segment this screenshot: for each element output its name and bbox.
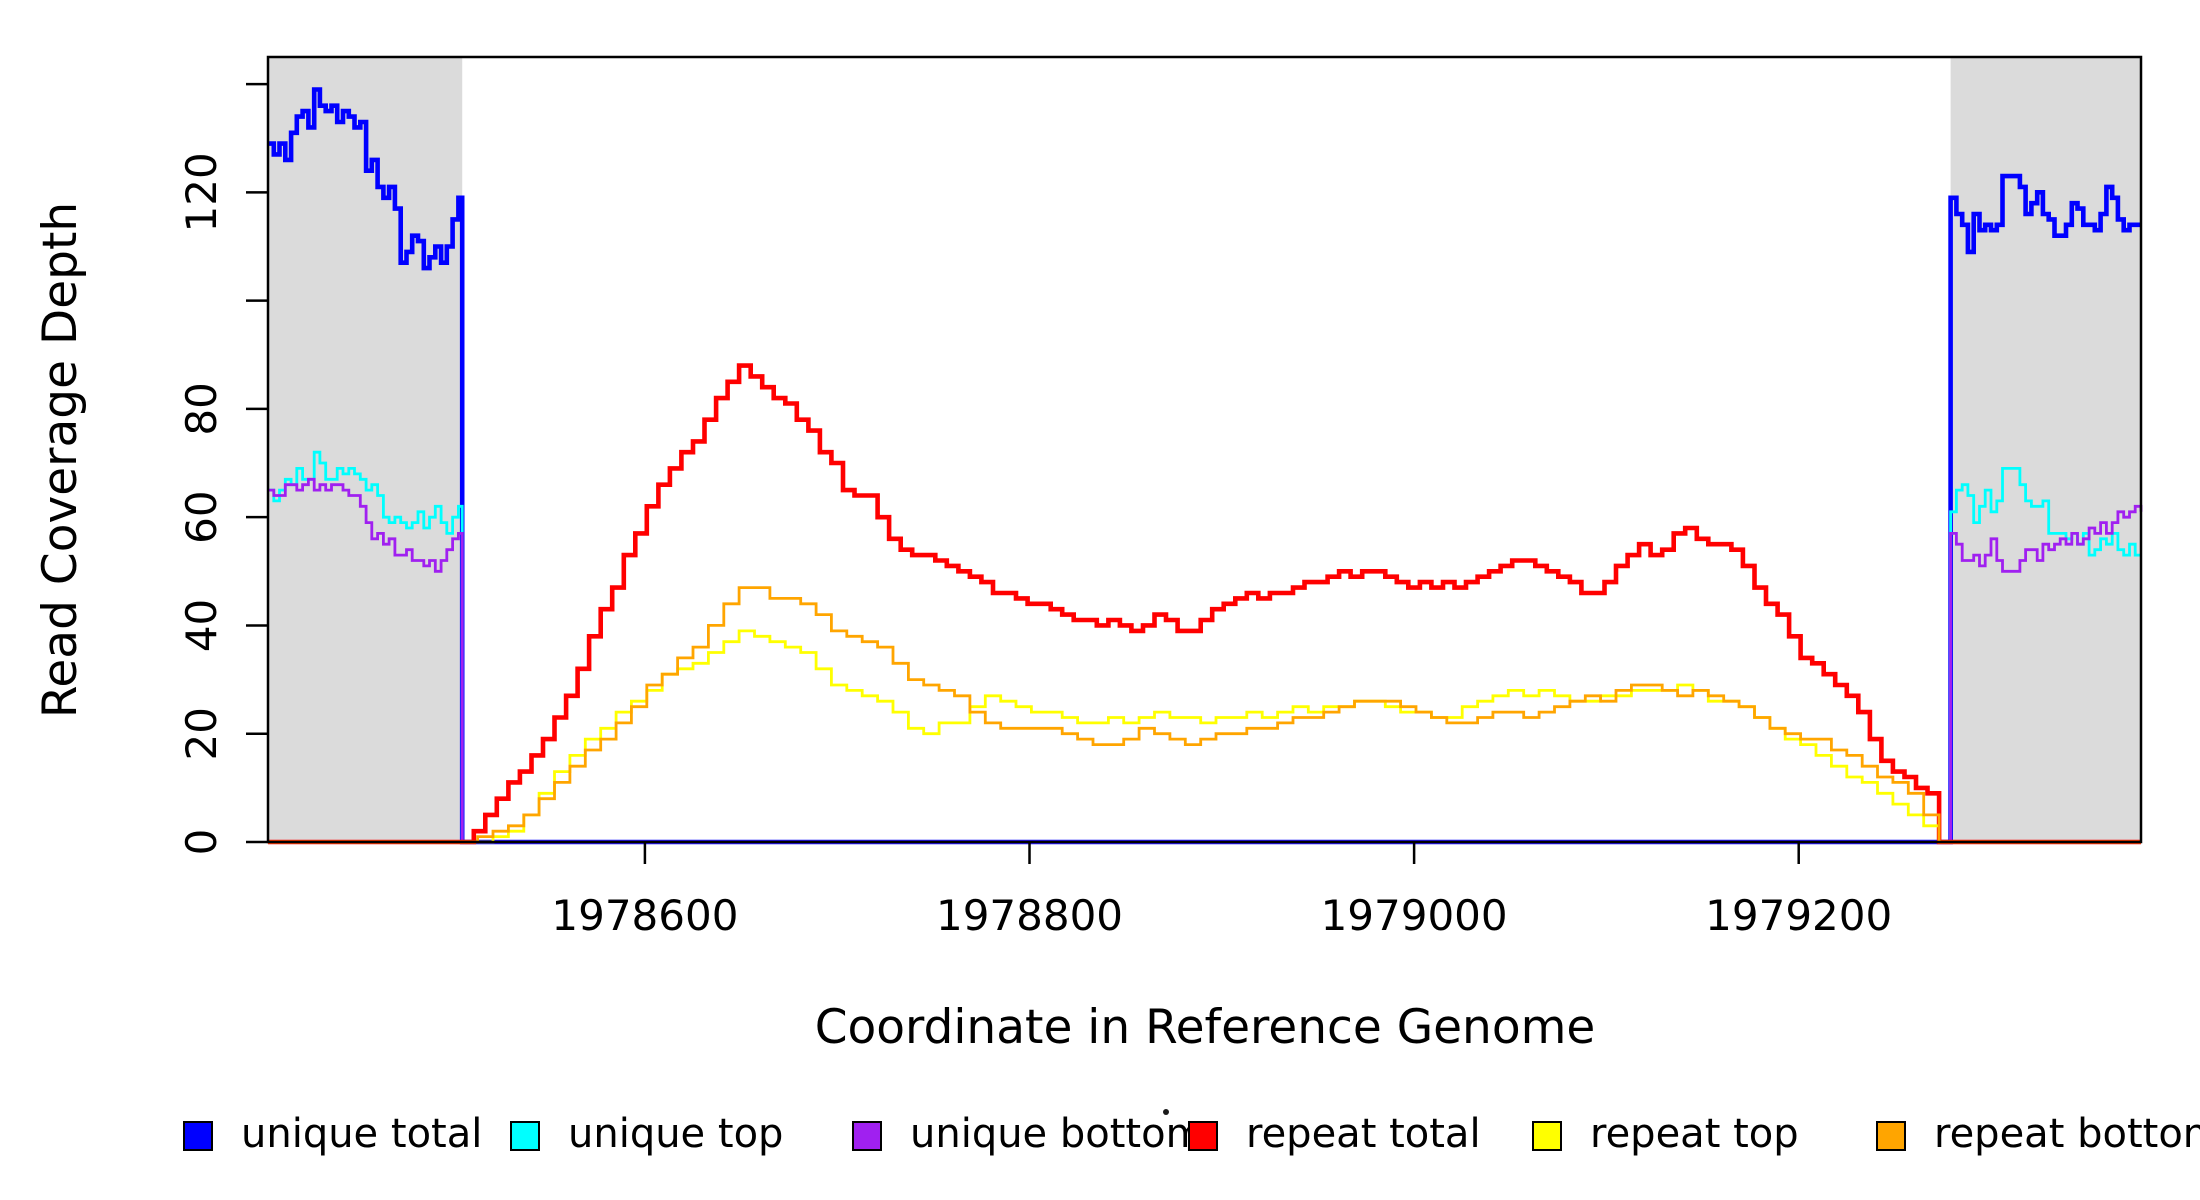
highlight-region-left xyxy=(268,57,463,842)
series-repeat-total xyxy=(268,363,2141,845)
y-axis-title: Read Coverage Depth xyxy=(33,202,88,718)
series-repeat-bottom xyxy=(268,586,2141,844)
legend-swatch-repeat-top xyxy=(1532,1121,1562,1151)
x-tick-label: 1979200 xyxy=(1705,891,1892,940)
legend-label: unique bottom xyxy=(910,1111,1205,1157)
legend-swatch-repeat-total xyxy=(1188,1121,1218,1151)
legend-item-repeat-total: repeat total xyxy=(1188,1111,1481,1157)
legend-item-repeat-top: repeat top xyxy=(1532,1111,1799,1157)
x-tick-label: 1978600 xyxy=(551,891,738,940)
y-tick-label: 80 xyxy=(177,382,226,435)
highlight-region-right xyxy=(1950,57,2141,842)
x-tick-label: 1979000 xyxy=(1321,891,1508,940)
shaded-regions-group xyxy=(268,57,2141,842)
legend-group: unique total unique top unique bottom repea… xyxy=(183,1111,2200,1157)
y-tick-label: 40 xyxy=(177,599,226,652)
axes-group: 1978600 1978800 1979000 1979200 0 20 40 60 80 120 xyxy=(177,55,2143,940)
legend-item-repeat-bottom: repeat bottom xyxy=(1876,1111,2200,1157)
y-tick-label: 120 xyxy=(177,152,226,232)
legend-swatch-unique-bottom xyxy=(852,1121,882,1151)
plot-border xyxy=(266,55,2143,844)
legend-swatch-unique-top xyxy=(510,1121,540,1151)
y-tick-label: 20 xyxy=(177,707,226,760)
y-tick-label: 60 xyxy=(177,490,226,543)
series-repeat-top xyxy=(268,629,2141,844)
legend-label: unique total xyxy=(241,1111,482,1157)
legend-item-unique-total: unique total xyxy=(183,1111,482,1157)
legend-swatch-unique-total xyxy=(183,1121,213,1151)
series-unique-total xyxy=(268,87,2141,845)
x-tick-label: 1978800 xyxy=(936,891,1123,940)
legend-swatch-repeat-bottom xyxy=(1876,1121,1906,1151)
legend-label: repeat total xyxy=(1246,1111,1481,1157)
y-tick-label: 0 xyxy=(177,829,226,856)
x-axis-title: Coordinate in Reference Genome xyxy=(815,1000,1596,1055)
legend-label: repeat top xyxy=(1590,1111,1799,1157)
stray-dot xyxy=(1163,1109,1169,1115)
legend-item-unique-top: unique top xyxy=(510,1111,783,1157)
legend-item-unique-bottom: unique bottom xyxy=(852,1111,1205,1157)
series-group xyxy=(268,87,2143,845)
legend-label: unique top xyxy=(568,1111,783,1157)
legend-label: repeat bottom xyxy=(1934,1111,2200,1157)
